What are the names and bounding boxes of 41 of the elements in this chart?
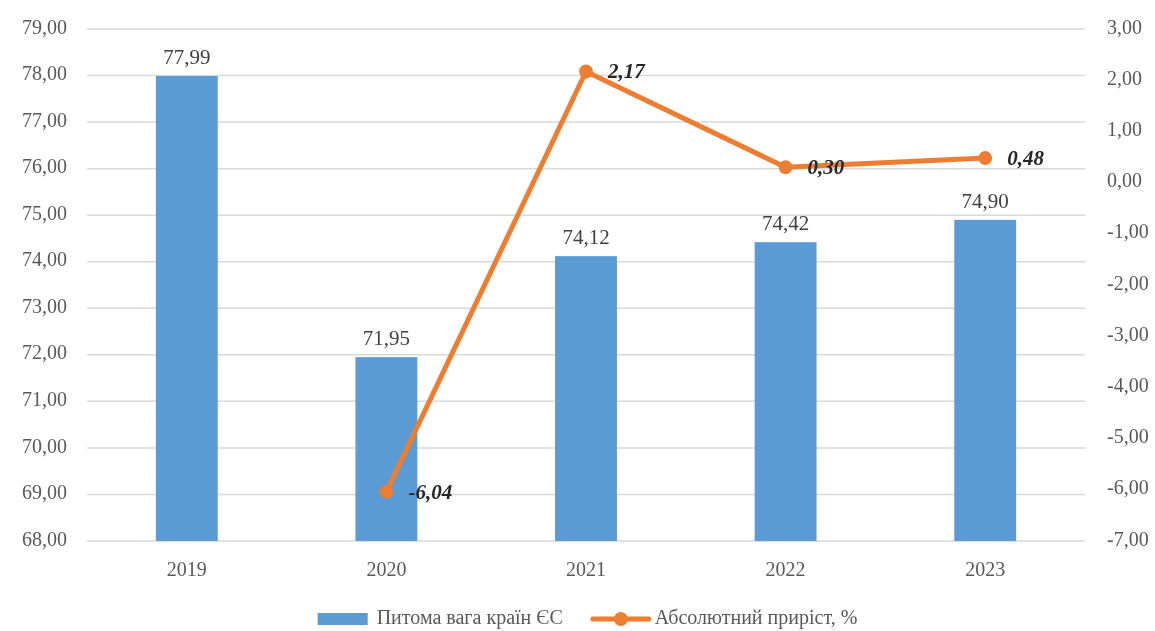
x-tick-label: 2023 [965, 557, 1006, 580]
point [778, 160, 793, 175]
x-tick-label: 2022 [765, 557, 806, 580]
y-tick-label: 71,00 [22, 387, 67, 410]
y2-tick-label: -7,00 [1107, 527, 1149, 550]
y2-tick-label: -2,00 [1107, 271, 1149, 294]
x-tick-label: 2020 [366, 557, 407, 580]
data-label: 2,17 [607, 59, 647, 84]
y2-tick-label: -4,00 [1107, 373, 1149, 396]
data-label: 74,12 [562, 225, 610, 250]
y-tick-label: 68,00 [22, 527, 67, 550]
data-label: 71,95 [362, 326, 411, 351]
point [379, 484, 394, 499]
y-tick-label: 78,00 [22, 62, 67, 85]
y2-tick-label: 3,00 [1107, 15, 1142, 38]
y2-tick-label: 1,00 [1107, 117, 1142, 140]
x-tick-label: 2021 [566, 557, 606, 580]
data-label: 77,99 [163, 45, 211, 70]
y2-tick-label: -1,00 [1107, 220, 1149, 243]
y-tick-label: 69,00 [22, 481, 67, 504]
y-tick-label: 70,00 [22, 434, 67, 457]
y-tick-label: 74,00 [22, 248, 67, 271]
data-label: 74,90 [961, 188, 1009, 213]
data-label: 0,48 [1007, 145, 1045, 170]
x-tick-label: 2019 [166, 557, 207, 580]
y2-tick-label: -3,00 [1107, 322, 1149, 345]
y-tick-label: 76,00 [22, 155, 67, 178]
y-tick-label: 72,00 [22, 341, 67, 364]
y2-tick-label: 2,00 [1107, 66, 1142, 89]
legend-label: Абсолютний приріст, % [654, 605, 858, 629]
legend-label: Питома вага країн ЄС [376, 605, 563, 629]
y-tick-label: 73,00 [22, 294, 67, 317]
y-tick-label: 79,00 [22, 15, 67, 38]
data-label: 74,42 [761, 211, 810, 236]
y-tick-label: 75,00 [22, 201, 67, 224]
y-tick-label: 77,00 [22, 108, 67, 131]
y2-tick-label: -5,00 [1107, 425, 1149, 448]
y2-tick-label: -6,00 [1107, 476, 1149, 499]
point [978, 151, 993, 165]
point [579, 64, 593, 79]
y2-tick-label: 0,00 [1107, 169, 1142, 192]
